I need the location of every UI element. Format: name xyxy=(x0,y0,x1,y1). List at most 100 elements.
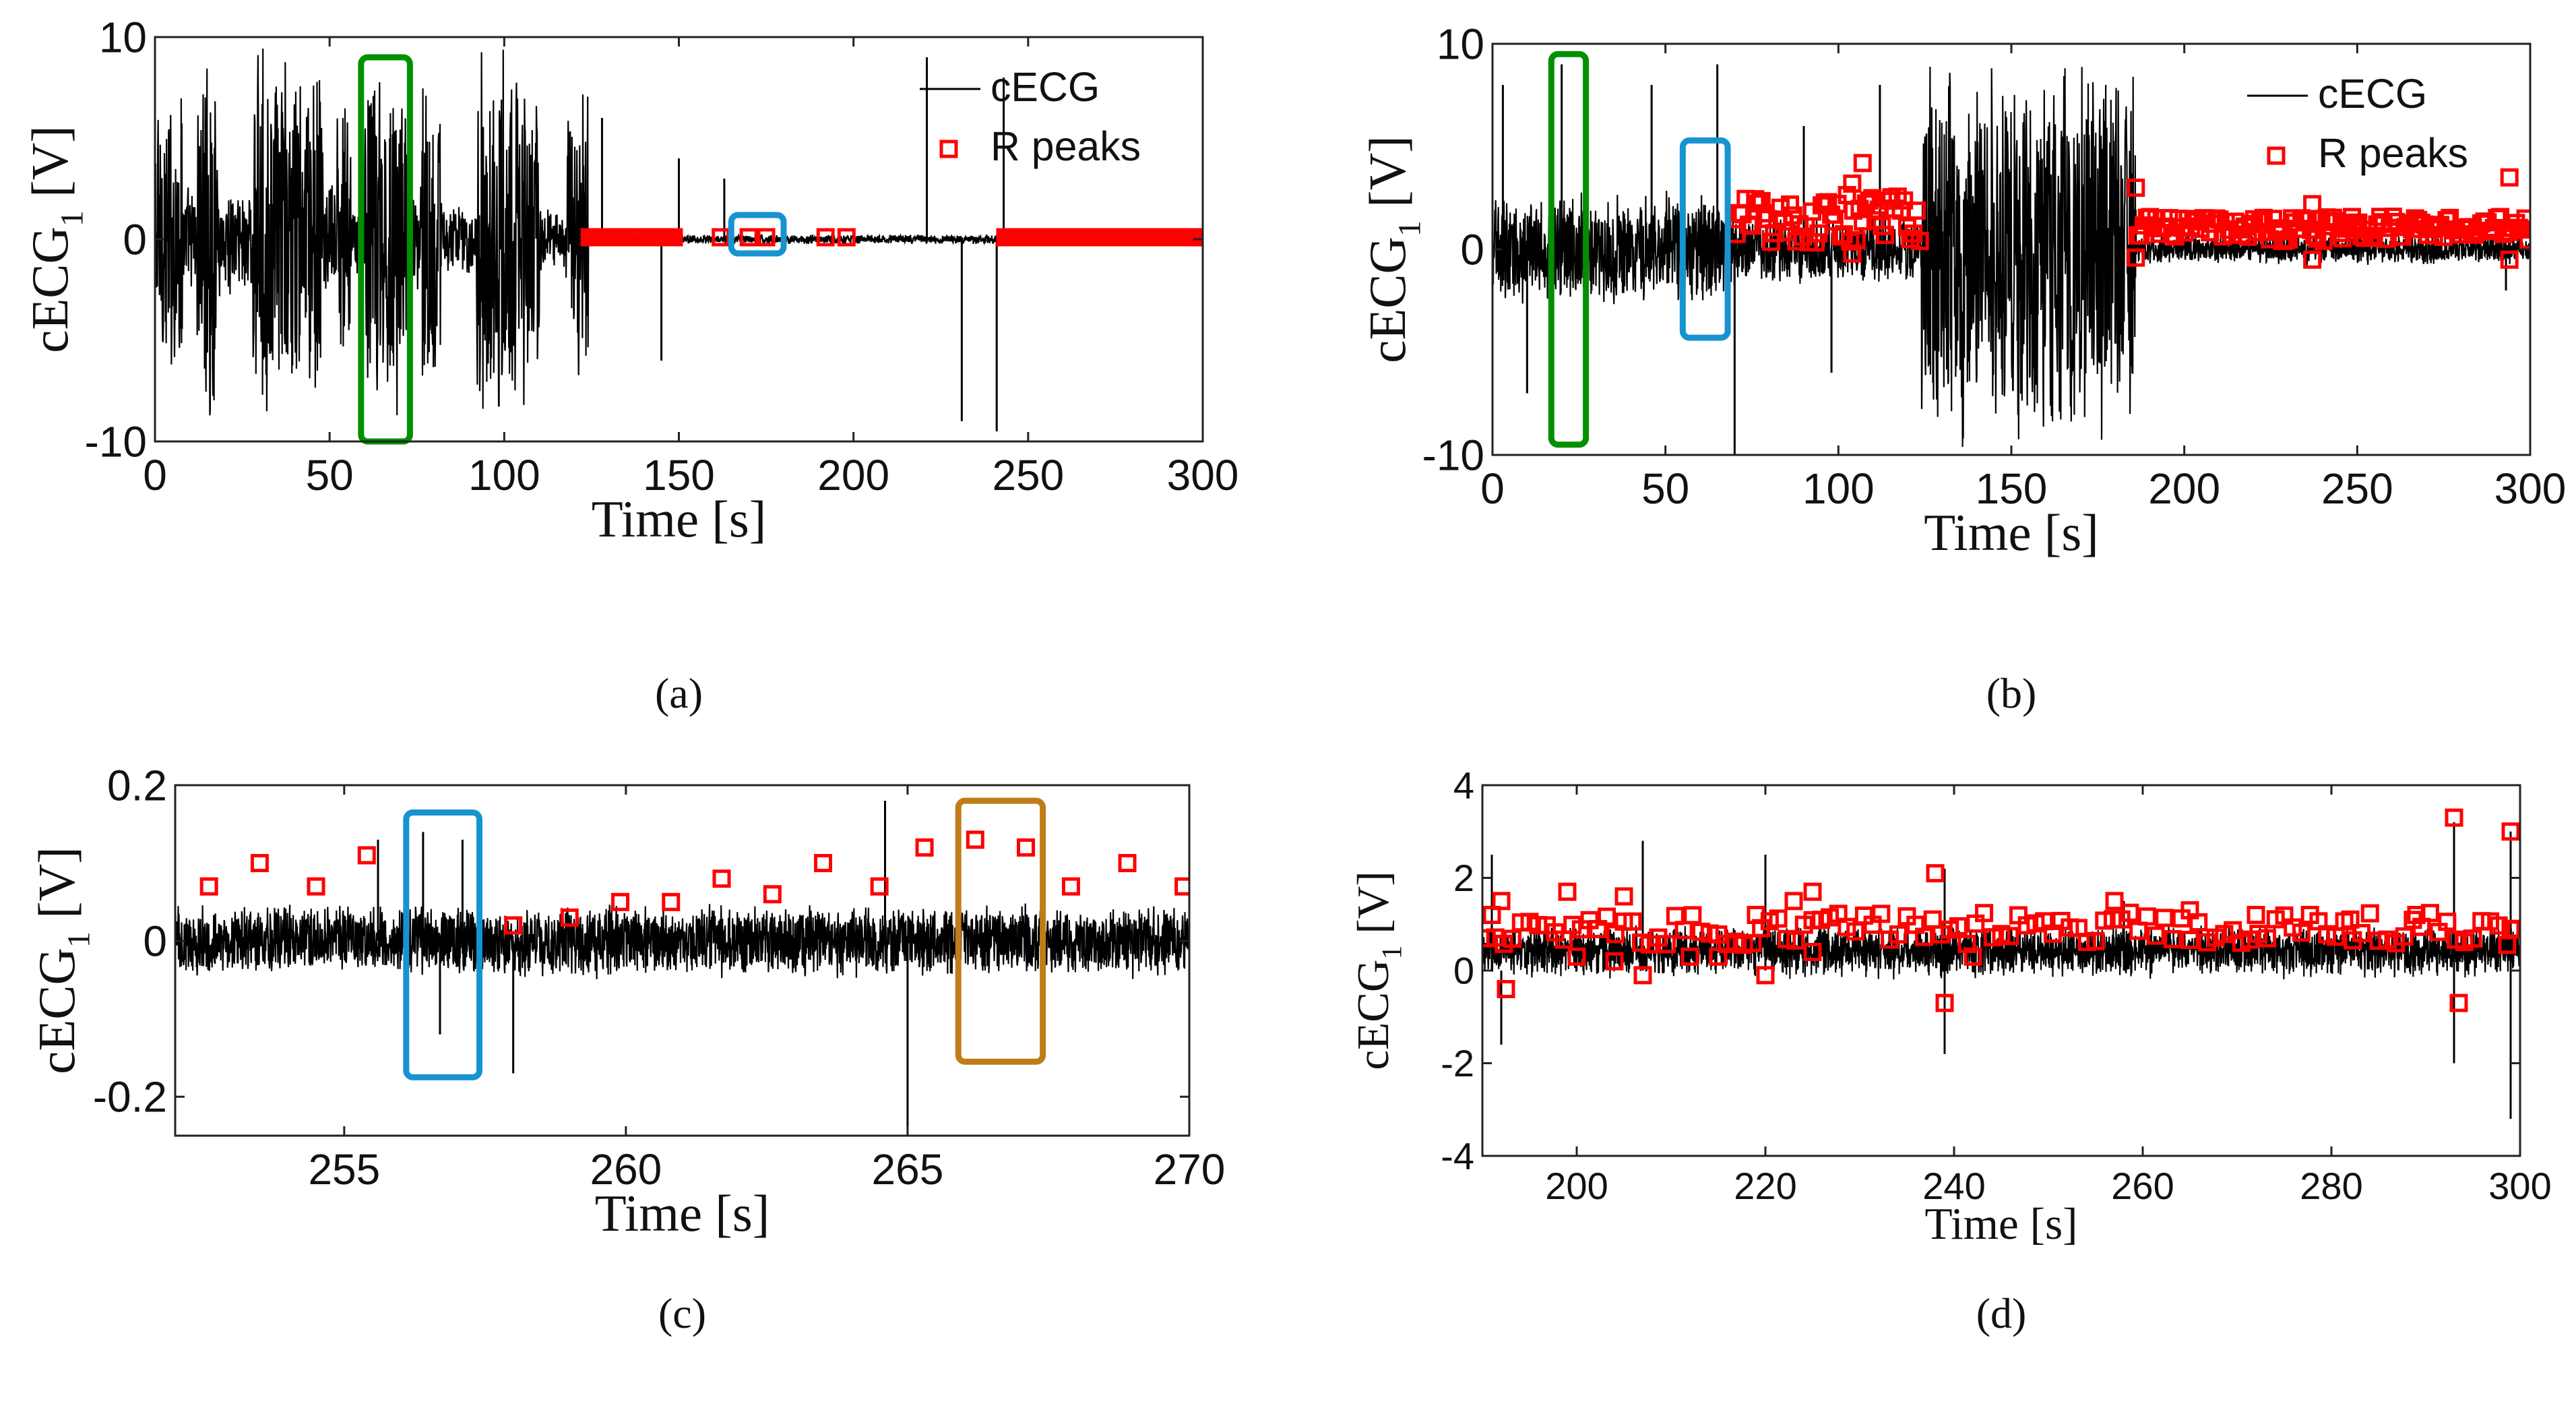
r-peak-marker-15 xyxy=(1803,943,1822,961)
x-tick-label: 240 xyxy=(1922,1165,1985,1207)
r-peak-cluster-1-56 xyxy=(1901,229,1920,248)
x-tick-label: 50 xyxy=(306,451,354,499)
x-tick-label: 0 xyxy=(143,451,167,499)
y-tick-label: 0.2 xyxy=(107,761,167,809)
highlight-box-2 xyxy=(955,797,1046,1065)
r-peak-marker-24 xyxy=(2445,808,2463,827)
y-tick-label: -0.2 xyxy=(93,1073,167,1122)
r-peak-marker-10 xyxy=(1709,947,1728,966)
r-peak-marker-23 xyxy=(2407,906,2426,924)
r-peak-marker-16 xyxy=(1926,864,1945,883)
r-peak-cluster-1-22 xyxy=(1658,935,1676,954)
plot-content xyxy=(175,801,1189,1136)
r-peak-cluster-1-15 xyxy=(1598,907,1616,926)
r-peak-cluster-1-119 xyxy=(2489,916,2508,935)
r-peak-marker-7 xyxy=(611,892,630,911)
series-cecg-line xyxy=(175,903,1189,979)
r-peak-marker-1 xyxy=(1482,906,1501,924)
r-peak-marker-14 xyxy=(1803,882,1822,901)
x-tick-label: 200 xyxy=(2148,464,2220,513)
y-axis-label-sub: 1 xyxy=(1377,945,1408,959)
r-peak-cluster-1-18 xyxy=(1781,195,1800,214)
y-axis-label: cECG1 [V] xyxy=(22,125,90,353)
x-axis-label: Time [s] xyxy=(595,1185,770,1242)
r-peak-cluster-1-78 xyxy=(2137,907,2156,926)
r-peak-marker-17 xyxy=(1935,993,1954,1012)
r-peak-marker-20 xyxy=(2180,901,2199,920)
r-peak-marker-1 xyxy=(199,877,218,896)
r-peak-marker-9 xyxy=(1680,947,1699,966)
y-axis-label-sub: 1 xyxy=(61,931,96,948)
r-peak-marker-11 xyxy=(814,854,833,873)
r-peak-cluster-2-49 xyxy=(2280,230,2298,249)
y-axis-label-sub: 1 xyxy=(1391,220,1427,237)
y-axis-label-unit: [V] xyxy=(28,847,86,931)
r-peak-cluster-1-41 xyxy=(1854,212,1873,231)
chart-panel-3: 255 260 265 270 -0.2 0 0.2 Time [s] cECG1 [V] (c) xyxy=(28,761,1225,1337)
r-peak-cluster-1-116 xyxy=(2463,929,2482,948)
r-peak-cluster-1-79 xyxy=(2146,926,2165,945)
plot-area xyxy=(175,785,1189,1136)
r-peak-cluster-1-47 xyxy=(1872,904,1891,923)
series-r-peaks xyxy=(580,228,1203,247)
legend: cECG R peaks xyxy=(2247,71,2468,176)
y-tick-label: 10 xyxy=(1437,20,1484,68)
r-peak-marker-22 xyxy=(2341,910,2360,929)
r-peak-marker-2 xyxy=(1843,174,1862,193)
legend-r-peaks-swatch xyxy=(939,140,958,158)
r-peak-cluster-1-48 xyxy=(1876,226,1895,245)
plot-content xyxy=(1493,64,2530,455)
r-peak-cluster-1-96 xyxy=(2292,923,2311,942)
r-peak-marker-8 xyxy=(1633,966,1652,985)
panel-label: (a) xyxy=(655,669,703,717)
highlight-box-2 xyxy=(728,212,787,257)
x-tick-label: 0 xyxy=(1480,464,1505,513)
r-peak-marker-9 xyxy=(2500,250,2519,269)
x-axis-label: Time [s] xyxy=(1924,1198,2077,1249)
y-axis-label: cECG1 [V] xyxy=(1359,135,1427,363)
x-tick-label: 50 xyxy=(1641,464,1689,513)
r-peak-marker-26 xyxy=(2501,822,2520,841)
r-peak-cluster-1-59 xyxy=(1975,904,1994,923)
legend-label-r-peaks: R peaks xyxy=(2318,130,2468,176)
y-tick-label: -10 xyxy=(85,417,148,466)
svg-text:cECG1 [V]: cECG1 [V] xyxy=(1359,135,1427,363)
r-peak-marker-10 xyxy=(763,885,782,904)
series-r-peaks xyxy=(1727,154,2530,269)
x-tick-label: 300 xyxy=(2488,1165,2551,1207)
y-axis-label-unit: [V] xyxy=(1348,871,1398,945)
panel-label: (b) xyxy=(1986,669,2037,717)
r-peak-marker-6 xyxy=(1137,228,1156,247)
r-peak-marker-6 xyxy=(1614,887,1633,906)
r-peak-marker-7 xyxy=(2303,250,2322,269)
x-tick-label: 280 xyxy=(2300,1165,2362,1207)
r-peak-cluster-1-56 xyxy=(1949,917,1968,935)
r-peak-cluster-1-62 xyxy=(2001,927,2019,946)
y-axis-label-unit: [V] xyxy=(1359,135,1416,220)
r-peak-marker-1 xyxy=(712,228,730,247)
r-peak-marker-9 xyxy=(712,869,731,888)
y-axis-label-sub: 1 xyxy=(54,210,90,226)
x-tick-label: 255 xyxy=(308,1145,380,1194)
r-peak-cluster-1-52 xyxy=(1914,927,1933,946)
r-peak-marker-14 xyxy=(966,830,984,849)
r-peak-marker-15 xyxy=(1017,838,1036,857)
r-peak-marker-12 xyxy=(870,877,889,896)
r-peak-marker-5 xyxy=(837,228,856,247)
legend-r-peaks-swatch xyxy=(2267,146,2286,165)
y-tick-label: 0 xyxy=(143,917,167,966)
r-peak-cluster-1-58 xyxy=(1907,202,1926,220)
svg-text:cECG1 [V]: cECG1 [V] xyxy=(22,125,90,353)
plot-content xyxy=(1482,808,2520,1119)
r-peak-cluster-3-63 xyxy=(1192,228,1203,247)
r-peak-cluster-1-92 xyxy=(2258,929,2277,948)
r-peak-marker-3 xyxy=(1497,980,1515,998)
r-peak-marker-12 xyxy=(1756,966,1775,985)
r-peak-cluster-1-18 xyxy=(1623,912,1642,931)
r-peak-cluster-1-72 xyxy=(2086,931,2105,950)
svg-text:cECG1 [V]: cECG1 [V] xyxy=(1348,871,1408,1070)
r-peak-marker-3 xyxy=(307,877,325,896)
r-peak-cluster-1-104 xyxy=(2360,904,2379,923)
x-tick-label: 250 xyxy=(992,451,1064,499)
